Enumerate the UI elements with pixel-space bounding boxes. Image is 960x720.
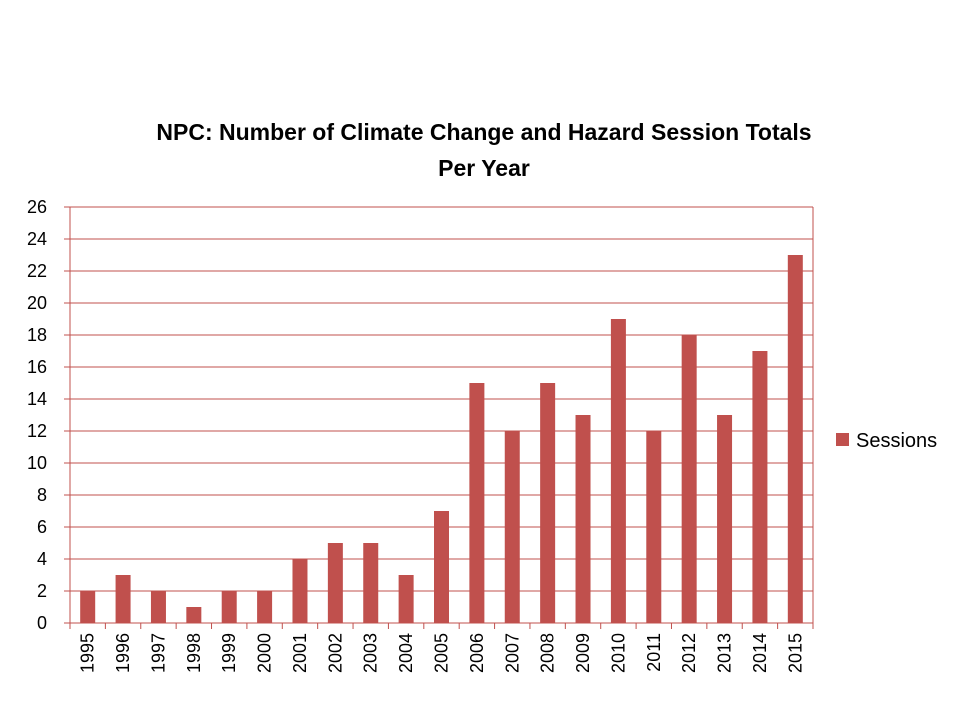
x-tick-labels: 1995 1996 1997 1998 1999 2000 2001 2002 2003 2004… (78, 633, 806, 673)
y-tick-label: 18 (27, 325, 47, 345)
x-tick-label-2003: 2003 (361, 633, 381, 673)
bar-1998 (186, 607, 202, 623)
x-tick-label-2009: 2009 (573, 633, 593, 673)
y-tick-label: 2 (37, 581, 47, 601)
bars (80, 255, 803, 623)
x-tick-label-2015: 2015 (785, 633, 805, 673)
legend: Sessions (836, 430, 937, 452)
y-tick-label: 26 (27, 197, 47, 217)
x-tick-label-1999: 1999 (219, 633, 239, 673)
x-tick-label-2011: 2011 (644, 633, 664, 672)
chart-title-line-1: NPC: Number of Climate Change and Hazard… (156, 119, 811, 145)
bar-2013 (717, 415, 733, 623)
legend-swatch-sessions (836, 433, 849, 446)
x-tick-label-2001: 2001 (290, 633, 310, 673)
y-tick-label: 4 (37, 549, 47, 569)
bar-2004 (398, 575, 414, 623)
bar-2005 (434, 511, 449, 623)
bar-1996 (115, 575, 131, 623)
bar-2009 (575, 415, 591, 623)
x-tick-label-1998: 1998 (184, 633, 204, 673)
x-tick-label-2010: 2010 (608, 633, 628, 673)
bar-2006 (469, 383, 485, 623)
bar-2012 (681, 335, 697, 623)
bar-2010 (610, 319, 626, 623)
x-tick-label-2005: 2005 (432, 633, 452, 673)
bar-2007 (504, 431, 520, 623)
bar-1999 (221, 591, 237, 623)
x-tick-label-2006: 2006 (467, 633, 487, 673)
y-tick-label: 24 (27, 229, 47, 249)
y-tick-label: 10 (27, 453, 47, 473)
bar-2011 (646, 431, 662, 623)
y-tick-label: 14 (27, 389, 47, 409)
y-tick-label: 8 (37, 485, 47, 505)
bar-2001 (292, 559, 308, 623)
legend-label-sessions: Sessions (856, 430, 937, 452)
y-tick-label: 0 (37, 613, 47, 633)
x-tick-label-2000: 2000 (255, 633, 275, 673)
x-tick-label-2008: 2008 (538, 633, 558, 673)
axes (64, 206, 814, 629)
y-tick-label: 22 (27, 261, 47, 281)
chart-title-line-2: Per Year (438, 155, 530, 181)
x-tick-label-2012: 2012 (679, 633, 699, 673)
bar-2008 (540, 383, 556, 623)
bar-2002 (327, 543, 343, 623)
bar-1997 (150, 591, 166, 623)
y-tick-label: 12 (27, 421, 47, 441)
bar-2003 (363, 543, 379, 623)
x-tick-label-2002: 2002 (325, 633, 345, 673)
gridlines (70, 206, 813, 592)
x-tick-label-1996: 1996 (113, 633, 133, 673)
x-tick-label-2007: 2007 (502, 633, 522, 673)
bar-2015 (787, 255, 803, 623)
x-tick-label-1995: 1995 (78, 633, 98, 673)
x-tick-label-2004: 2004 (396, 633, 416, 673)
bar-2014 (752, 351, 768, 623)
y-tick-label: 6 (37, 517, 47, 537)
x-tick-label-2014: 2014 (750, 633, 770, 673)
x-tick-label-1997: 1997 (148, 633, 168, 673)
y-tick-label: 16 (27, 357, 47, 377)
x-tick-label-2013: 2013 (715, 633, 735, 673)
bar-2000 (257, 591, 273, 623)
bar-1995 (80, 591, 96, 623)
y-tick-label: 20 (27, 293, 47, 313)
